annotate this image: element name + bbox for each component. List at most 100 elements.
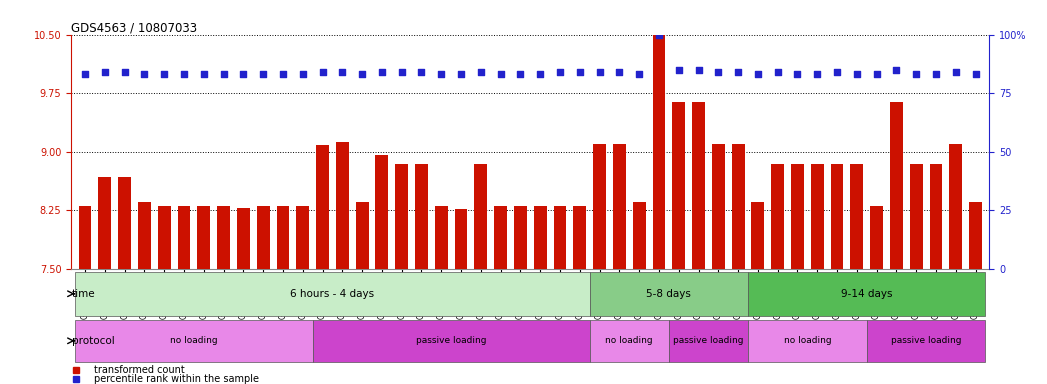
- Point: [750, 71, 766, 78]
- Bar: [594, 144, 606, 269]
- Point: [254, 71, 271, 78]
- Point: [76, 71, 93, 78]
- Bar: [752, 202, 764, 269]
- Point: [492, 71, 509, 78]
- Point: [572, 69, 588, 75]
- Point: [374, 69, 391, 75]
- Point: [354, 71, 371, 78]
- Bar: [867, 319, 985, 362]
- Point: [928, 71, 944, 78]
- Bar: [396, 164, 408, 269]
- Text: percentile rank within the sample: percentile rank within the sample: [94, 374, 260, 384]
- Bar: [98, 177, 111, 269]
- Point: [136, 71, 153, 78]
- Bar: [692, 102, 705, 269]
- Bar: [850, 164, 864, 269]
- Point: [176, 71, 193, 78]
- Text: no loading: no loading: [783, 336, 831, 345]
- Point: [432, 71, 449, 78]
- Bar: [75, 271, 589, 316]
- Point: [690, 67, 707, 73]
- Bar: [79, 206, 91, 269]
- Point: [848, 71, 865, 78]
- Bar: [313, 319, 589, 362]
- Bar: [612, 144, 626, 269]
- Point: [809, 71, 826, 78]
- Bar: [732, 144, 744, 269]
- Point: [552, 69, 569, 75]
- Bar: [138, 202, 151, 269]
- Bar: [574, 206, 586, 269]
- Text: passive loading: passive loading: [673, 336, 743, 345]
- Point: [948, 69, 964, 75]
- Text: time: time: [71, 289, 95, 299]
- Point: [630, 71, 647, 78]
- Bar: [652, 35, 665, 269]
- Bar: [158, 206, 171, 269]
- Point: [314, 69, 331, 75]
- Bar: [75, 319, 313, 362]
- Bar: [589, 271, 748, 316]
- Bar: [494, 206, 507, 269]
- Bar: [672, 102, 685, 269]
- Point: [828, 69, 845, 75]
- Point: [512, 71, 529, 78]
- Point: [452, 71, 469, 78]
- Bar: [792, 164, 804, 269]
- Bar: [415, 164, 428, 269]
- Point: [235, 71, 251, 78]
- Point: [216, 71, 232, 78]
- Bar: [454, 209, 467, 269]
- Text: no loading: no loading: [170, 336, 218, 345]
- Point: [730, 69, 747, 75]
- Bar: [554, 206, 566, 269]
- Bar: [217, 206, 230, 269]
- Point: [96, 69, 113, 75]
- Bar: [810, 164, 824, 269]
- Bar: [257, 206, 269, 269]
- Point: [888, 67, 905, 73]
- Bar: [118, 177, 131, 269]
- Bar: [514, 206, 527, 269]
- Point: [967, 71, 984, 78]
- Point: [770, 69, 786, 75]
- Text: 9-14 days: 9-14 days: [841, 289, 892, 299]
- Bar: [276, 206, 289, 269]
- Point: [274, 71, 291, 78]
- Point: [789, 71, 806, 78]
- Bar: [669, 319, 748, 362]
- Point: [710, 69, 727, 75]
- Point: [116, 69, 133, 75]
- Bar: [589, 319, 669, 362]
- Point: [334, 69, 351, 75]
- Point: [294, 71, 311, 78]
- Bar: [336, 142, 349, 269]
- Text: 6 hours - 4 days: 6 hours - 4 days: [290, 289, 375, 299]
- Bar: [237, 208, 250, 269]
- Point: [472, 69, 489, 75]
- Bar: [376, 155, 388, 269]
- Text: transformed count: transformed count: [94, 364, 185, 375]
- Bar: [474, 164, 487, 269]
- Point: [868, 71, 885, 78]
- Bar: [712, 144, 725, 269]
- Bar: [830, 164, 844, 269]
- Text: 5-8 days: 5-8 days: [646, 289, 691, 299]
- Bar: [316, 146, 329, 269]
- Bar: [748, 319, 867, 362]
- Bar: [970, 202, 982, 269]
- Text: passive loading: passive loading: [416, 336, 487, 345]
- Bar: [534, 206, 547, 269]
- Bar: [356, 202, 369, 269]
- Text: no loading: no loading: [605, 336, 653, 345]
- Bar: [910, 164, 922, 269]
- Text: passive loading: passive loading: [891, 336, 961, 345]
- Text: protocol: protocol: [71, 336, 114, 346]
- Bar: [632, 202, 646, 269]
- Bar: [435, 206, 448, 269]
- Point: [908, 71, 925, 78]
- Point: [611, 69, 628, 75]
- Bar: [178, 206, 191, 269]
- Bar: [296, 206, 309, 269]
- Text: GDS4563 / 10807033: GDS4563 / 10807033: [71, 22, 197, 35]
